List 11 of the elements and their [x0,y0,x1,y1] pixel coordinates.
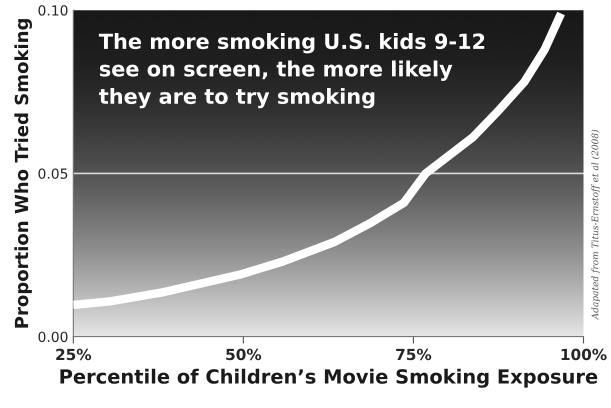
x-tick-label: 100% [562,348,607,360]
x-tick-label: 75% [396,348,432,360]
text: Adapated from Titus-Ernstoff et al (2008) [591,130,600,320]
x-tick-label: 50% [226,348,262,360]
y-tick-label: 0.05 [38,168,68,179]
y-tick-label: 0.00 [38,332,68,342]
text: The more smoking U.S. kids 9-12 see on screen, the more likely they are to try smoking [98,33,484,108]
x-tick-label: 25% [56,348,92,360]
y-tick-label: 0.10 [38,5,68,16]
x-axis-title: Percentile of Children’s Movie Smoking Exposure [60,368,598,388]
y-axis-title: Proportion Who Tried Smoking [14,19,32,328]
